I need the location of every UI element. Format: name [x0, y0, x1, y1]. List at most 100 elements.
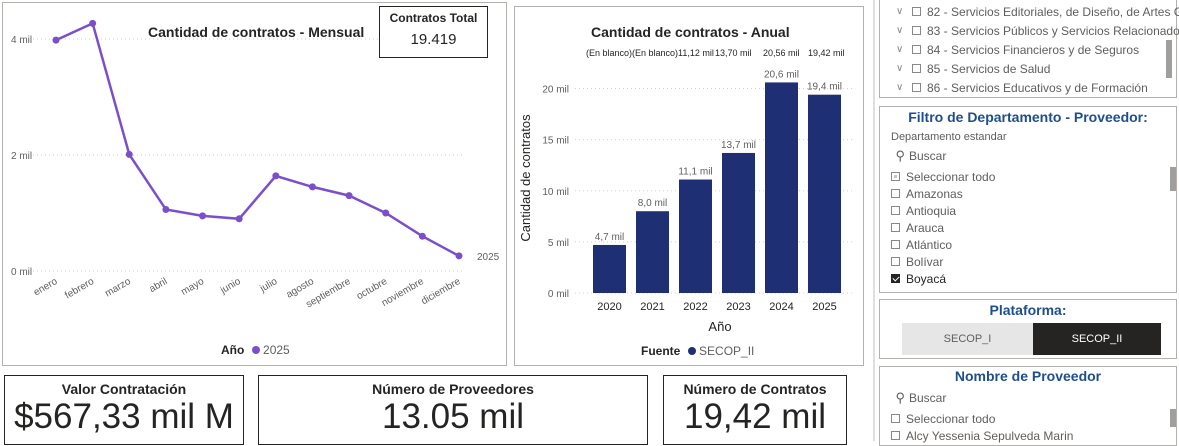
checkbox[interactable] — [891, 431, 900, 440]
list-item-label: Atlántico — [906, 237, 953, 252]
plataforma-option-secop-ii[interactable]: SECOP_II — [1033, 323, 1161, 355]
data-point — [235, 215, 243, 223]
checkbox[interactable] — [912, 64, 921, 73]
numero-proveedores-value: 13.05 mil — [381, 397, 525, 436]
list-item-label: Amazonas — [906, 186, 963, 201]
x-tick-label: 2023 — [726, 301, 750, 313]
top-total-label: 20,56 mil — [763, 48, 800, 58]
checkbox[interactable] — [912, 7, 921, 16]
list-item-label: Arauca — [906, 220, 945, 235]
x-tick-label: 2021 — [640, 301, 664, 313]
checkbox[interactable] — [891, 189, 900, 198]
list-item-label: 83 - Servicios Públicos y Servicios Rela… — [927, 23, 1179, 38]
list-item[interactable]: Antioquia — [891, 202, 995, 219]
sector-slicer[interactable]: ∨ 82 - Servicios Editoriales, de Diseño, … — [879, 0, 1179, 98]
scrollbar[interactable] — [1170, 167, 1176, 191]
data-point — [199, 212, 207, 220]
series-line — [55, 21, 460, 258]
plataforma-title: Plataforma: — [989, 302, 1067, 318]
list-item[interactable]: Arauca — [891, 219, 995, 236]
checkbox[interactable] — [912, 26, 921, 35]
data-point — [52, 36, 60, 44]
legend-dot-icon — [687, 347, 696, 355]
list-item[interactable]: ∨ 86 - Servicios Educativos y de Formació… — [896, 78, 1179, 97]
checkbox[interactable] — [891, 414, 900, 423]
chevron-down-icon[interactable]: ∨ — [896, 25, 904, 36]
annual-legend-label: Fuente — [641, 344, 681, 358]
monthly-chart-panel[interactable]: Cantidad de contratos - Mensual 0 mil 2 m… — [2, 2, 507, 366]
chevron-down-icon[interactable]: ∨ — [896, 82, 904, 93]
chevron-down-icon[interactable]: ∨ — [896, 44, 904, 55]
checkbox[interactable] — [891, 172, 900, 181]
list-item-label: Boyacá — [906, 271, 947, 286]
contratos-total-value: 19.419 — [410, 31, 457, 48]
series-end-label: 2025 — [477, 252, 500, 263]
bar — [679, 179, 712, 293]
bar — [722, 152, 755, 293]
list-item[interactable]: ∨ 83 - Servicios Públicos y Servicios Rel… — [896, 21, 1179, 40]
data-point — [418, 232, 426, 240]
proveedor-slicer[interactable]: Nombre de Proveedor ⚲ Buscar Seleccionar… — [879, 366, 1177, 446]
chevron-down-icon[interactable]: ∨ — [896, 6, 904, 17]
list-item[interactable]: ∨ 84 - Servicios Financieros y de Seguros — [896, 40, 1179, 59]
list-item[interactable]: Alcy Yessenia Sepulveda Marin — [891, 427, 1073, 444]
select-all-item[interactable]: Seleccionar todo — [891, 410, 1073, 427]
select-all-item[interactable]: Seleccionar todo — [891, 168, 995, 185]
list-item[interactable]: Atlántico — [891, 236, 995, 253]
data-point — [272, 172, 280, 180]
monthly-line-chart[interactable]: 0 mil 2 mil 4 mil enero febrero marzo abril may… — [3, 3, 506, 365]
annual-bar-chart[interactable]: 0 mil 5 mil 10 mil 15 mil 20 mil 4,7 mil 2020 8… — [515, 7, 863, 365]
x-tick-label: enero — [32, 276, 60, 299]
list-item[interactable]: ∨ 82 - Servicios Editoriales, de Diseño, … — [896, 2, 1179, 21]
legend-dot-icon — [251, 346, 260, 354]
x-tick-label: mayo — [179, 276, 206, 298]
list-item[interactable]: Amazonas — [891, 185, 995, 202]
numero-proveedores-title: Número de Proveedores — [372, 381, 534, 397]
departamento-search[interactable]: ⚲ Buscar — [891, 148, 946, 164]
x-tick-label: 2020 — [597, 301, 621, 313]
list-item[interactable]: Boyacá — [891, 270, 995, 287]
scrollbar[interactable] — [1170, 409, 1176, 427]
list-item[interactable]: ∨ 85 - Servicios de Salud — [896, 59, 1179, 78]
data-label: 8,0 mil — [638, 198, 667, 209]
contratos-total-card: Contratos Total 19.419 — [379, 6, 488, 58]
data-label: 13,7 mil — [721, 140, 756, 151]
top-total-label: 19,42 mil — [808, 48, 845, 58]
plataforma-option-secop-i[interactable]: SECOP_I — [902, 323, 1033, 355]
plataforma-slicer[interactable]: Plataforma: SECOP_I SECOP_II — [879, 299, 1177, 359]
scrollbar[interactable] — [1166, 40, 1172, 78]
search-input[interactable]: Buscar — [909, 391, 947, 405]
search-icon: ⚲ — [895, 148, 905, 163]
valor-contratacion-title: Valor Contratación — [61, 381, 187, 397]
list-item-label: 85 - Servicios de Salud — [927, 61, 1051, 76]
list-item[interactable]: Bolívar — [891, 253, 995, 270]
list-item-label: 84 - Servicios Financieros y de Seguros — [927, 42, 1140, 57]
x-tick-label: junio — [218, 276, 243, 297]
data-point — [89, 19, 97, 27]
x-tick-label: 2022 — [683, 301, 707, 313]
bar — [636, 211, 669, 293]
annual-chart-panel[interactable]: Cantidad de contratos - Anual 0 mil 5 mil… — [514, 6, 864, 366]
checkbox[interactable] — [891, 257, 900, 266]
search-input[interactable]: Buscar — [909, 149, 947, 163]
y-tick-label: 5 mil — [548, 238, 569, 249]
y-tick-label: 2 mil — [11, 151, 32, 162]
data-point — [345, 192, 353, 200]
departamento-slicer[interactable]: Filtro de Departamento - Proveedor: Depa… — [879, 106, 1177, 293]
numero-contratos-value: 19,42 mil — [683, 397, 827, 436]
chevron-down-icon[interactable]: ∨ — [896, 63, 904, 74]
top-total-label: (En blanco)(En blanco)11,12 mil — [586, 48, 714, 58]
bar — [593, 244, 626, 293]
annual-chart-title: Cantidad de contratos - Anual — [591, 24, 790, 40]
checkbox-checked[interactable] — [891, 274, 900, 283]
x-tick-label: marzo — [103, 276, 133, 300]
data-label: 19,4 mil — [807, 82, 842, 93]
numero-contratos-card: Número de Contratos 19,42 mil — [663, 375, 847, 445]
proveedor-search[interactable]: ⚲ Buscar — [891, 390, 946, 406]
checkbox[interactable] — [891, 206, 900, 215]
data-point — [308, 183, 316, 191]
checkbox[interactable] — [912, 45, 921, 54]
checkbox[interactable] — [912, 83, 921, 92]
checkbox[interactable] — [891, 223, 900, 232]
checkbox[interactable] — [891, 240, 900, 249]
